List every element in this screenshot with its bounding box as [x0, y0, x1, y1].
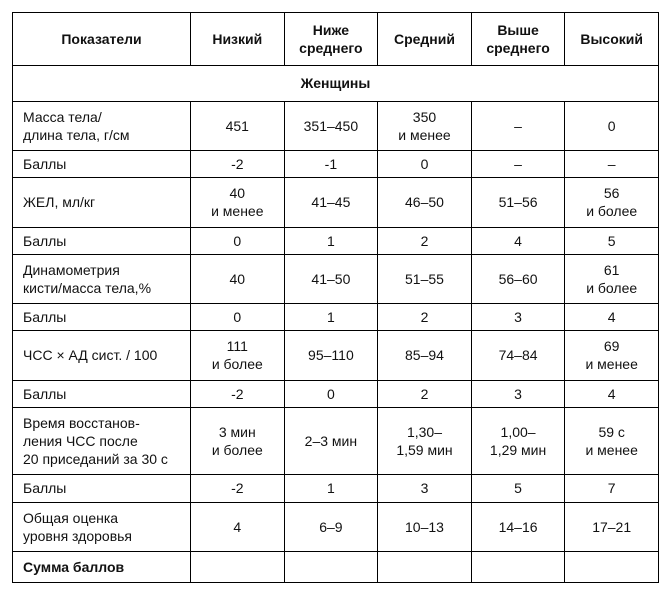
row-value: 0	[378, 150, 472, 177]
row-value: 14–16	[471, 502, 565, 551]
row-value: 95–110	[284, 331, 378, 380]
row-value: 2	[378, 380, 472, 407]
row-value: 4	[565, 304, 659, 331]
row-value	[565, 551, 659, 582]
row-value: 69и менее	[565, 331, 659, 380]
col-header-low: Низкий	[191, 13, 285, 66]
row-value: 40и менее	[191, 178, 285, 227]
row-value: 0	[191, 227, 285, 254]
row-value: 4	[471, 227, 565, 254]
row-value: 351–450	[284, 101, 378, 150]
row-value: -2	[191, 380, 285, 407]
row-value: 1	[284, 475, 378, 502]
row-value	[284, 551, 378, 582]
row-value: 1	[284, 304, 378, 331]
row-indicator: Баллы	[13, 475, 191, 502]
row-value: 2	[378, 227, 472, 254]
row-indicator: Баллы	[13, 150, 191, 177]
row-indicator: ЖЕЛ, мл/кг	[13, 178, 191, 227]
row-value: 2–3 мин	[284, 407, 378, 475]
row-value: 85–94	[378, 331, 472, 380]
row-value: 111и более	[191, 331, 285, 380]
row-value: 74–84	[471, 331, 565, 380]
table-row: Баллы-20234	[13, 380, 659, 407]
row-value	[191, 551, 285, 582]
table-row: ЧСС × АД сист. / 100111и более95–11085–9…	[13, 331, 659, 380]
row-value	[471, 551, 565, 582]
row-value: 17–21	[565, 502, 659, 551]
row-value: 41–50	[284, 254, 378, 303]
row-value: 7	[565, 475, 659, 502]
row-value: 3	[471, 304, 565, 331]
col-header-above-avg: Выше среднего	[471, 13, 565, 66]
row-value: 5	[565, 227, 659, 254]
health-assessment-table: Показатели Низкий Ниже среднего Средний …	[12, 12, 659, 583]
row-value: 51–56	[471, 178, 565, 227]
row-value: –	[471, 101, 565, 150]
row-indicator: Сумма баллов	[13, 551, 191, 582]
row-value: 10–13	[378, 502, 472, 551]
table-body: Женщины Масса тела/длина тела, г/см45135…	[13, 66, 659, 583]
row-value: 56–60	[471, 254, 565, 303]
row-value: 40	[191, 254, 285, 303]
table-row: Баллы-21357	[13, 475, 659, 502]
row-value: 59 си менее	[565, 407, 659, 475]
row-indicator: ЧСС × АД сист. / 100	[13, 331, 191, 380]
row-indicator: Баллы	[13, 380, 191, 407]
row-value: -2	[191, 150, 285, 177]
row-value: 3	[378, 475, 472, 502]
row-value: 2	[378, 304, 472, 331]
row-value: 4	[565, 380, 659, 407]
col-header-indicator: Показатели	[13, 13, 191, 66]
table-row: Масса тела/длина тела, г/см451351–450350…	[13, 101, 659, 150]
row-indicator: Баллы	[13, 227, 191, 254]
table-row: Баллы-2-10––	[13, 150, 659, 177]
row-indicator: Масса тела/длина тела, г/см	[13, 101, 191, 150]
row-value: 6–9	[284, 502, 378, 551]
row-value	[378, 551, 472, 582]
section-row: Женщины	[13, 66, 659, 101]
row-value: 3 мини более	[191, 407, 285, 475]
col-header-below-avg: Ниже среднего	[284, 13, 378, 66]
row-value: 61и более	[565, 254, 659, 303]
row-value: –	[471, 150, 565, 177]
table-row: Динамометриякисти/масса тела,%4041–5051–…	[13, 254, 659, 303]
row-value: 3	[471, 380, 565, 407]
table-row: Время восстанов-ления ЧСС после20 присед…	[13, 407, 659, 475]
row-value: 4	[191, 502, 285, 551]
row-value: 1	[284, 227, 378, 254]
col-header-high: Высокий	[565, 13, 659, 66]
table-row: Общая оценкауровня здоровья46–910–1314–1…	[13, 502, 659, 551]
table-row: Баллы01234	[13, 304, 659, 331]
row-indicator: Динамометриякисти/масса тела,%	[13, 254, 191, 303]
row-value: 0	[565, 101, 659, 150]
row-value: 1,30–1,59 мин	[378, 407, 472, 475]
row-value: 5	[471, 475, 565, 502]
row-value: 0	[284, 380, 378, 407]
row-indicator: Баллы	[13, 304, 191, 331]
table-row: Сумма баллов	[13, 551, 659, 582]
table-row: Баллы01245	[13, 227, 659, 254]
row-value: 350и менее	[378, 101, 472, 150]
row-value: 46–50	[378, 178, 472, 227]
table-row: ЖЕЛ, мл/кг40и менее41–4546–5051–5656и бо…	[13, 178, 659, 227]
row-value: –	[565, 150, 659, 177]
row-value: 41–45	[284, 178, 378, 227]
row-value: 0	[191, 304, 285, 331]
row-value: 451	[191, 101, 285, 150]
table-header-row: Показатели Низкий Ниже среднего Средний …	[13, 13, 659, 66]
col-header-average: Средний	[378, 13, 472, 66]
row-indicator: Общая оценкауровня здоровья	[13, 502, 191, 551]
row-value: 56и более	[565, 178, 659, 227]
row-value: -2	[191, 475, 285, 502]
row-value: 1,00–1,29 мин	[471, 407, 565, 475]
row-indicator: Время восстанов-ления ЧСС после20 присед…	[13, 407, 191, 475]
section-header: Женщины	[13, 66, 659, 101]
row-value: -1	[284, 150, 378, 177]
row-value: 51–55	[378, 254, 472, 303]
